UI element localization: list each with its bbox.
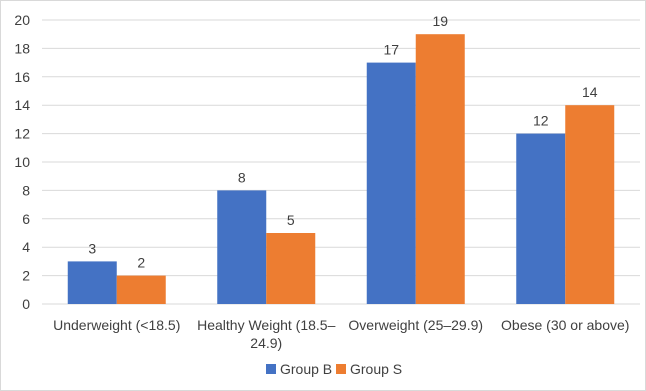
- x-tick-label: Obese (30 or above): [501, 317, 629, 333]
- data-label: 2: [137, 255, 145, 271]
- bar-group-s: [565, 105, 615, 304]
- data-label: 19: [432, 13, 448, 29]
- bar-group-s: [415, 34, 465, 304]
- data-label: 3: [88, 240, 96, 256]
- y-tick-label: 18: [14, 40, 30, 56]
- bar-group-b: [67, 261, 117, 304]
- y-tick-label: 14: [14, 97, 30, 113]
- y-tick-label: 0: [22, 296, 30, 312]
- bar-group-s: [116, 275, 166, 304]
- y-tick-label: 12: [14, 126, 30, 142]
- data-label: 14: [582, 84, 598, 100]
- bar-group-b: [217, 190, 267, 304]
- y-tick-label: 16: [14, 69, 30, 85]
- data-label: 8: [238, 169, 246, 185]
- x-tick-label: 24.9): [250, 335, 282, 351]
- y-tick-label: 10: [14, 154, 30, 170]
- legend-label: Group S: [350, 361, 402, 377]
- bar-group-s: [266, 233, 316, 304]
- legend-swatch: [336, 364, 346, 374]
- x-tick-label: Underweight (<18.5): [53, 317, 180, 333]
- y-tick-label: 20: [14, 12, 30, 28]
- bar-group-b: [516, 133, 566, 304]
- data-label: 12: [533, 113, 549, 129]
- bar-group-b: [366, 62, 416, 304]
- legend-swatch: [266, 364, 276, 374]
- data-label: 5: [287, 212, 295, 228]
- x-tick-label: Healthy Weight (18.5–: [197, 317, 335, 333]
- legend: Group B Group S: [266, 361, 402, 377]
- bars: [67, 34, 615, 304]
- y-tick-label: 2: [22, 268, 30, 284]
- y-tick-label: 8: [22, 182, 30, 198]
- data-labels: 3 2 8 5 17 19 12 14: [88, 13, 597, 270]
- y-tick-label: 4: [22, 239, 30, 255]
- y-tick-label: 6: [22, 211, 30, 227]
- x-tick-label: Overweight (25–29.9): [348, 317, 483, 333]
- y-axis: 0 2 4 6 8 10 12 14 16 18 20: [14, 12, 30, 312]
- x-axis: Underweight (<18.5) Healthy Weight (18.5–…: [53, 317, 629, 351]
- data-label: 17: [383, 42, 399, 58]
- legend-label: Group B: [280, 361, 332, 377]
